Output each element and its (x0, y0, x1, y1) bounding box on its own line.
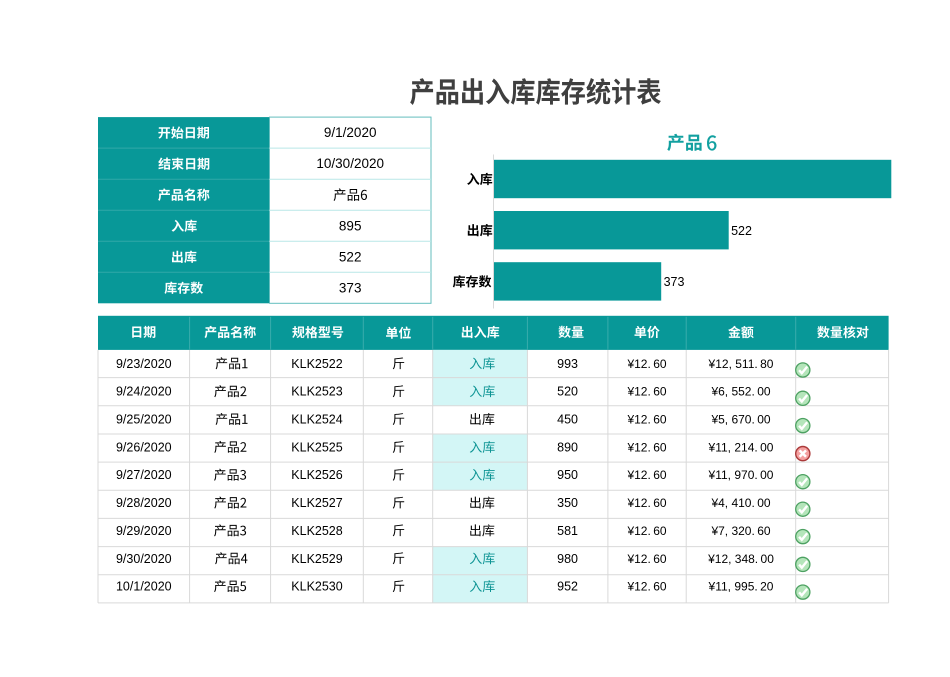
svg-text:9/27/2020: 9/27/2020 (116, 468, 172, 482)
svg-text:¥11, 995. 20: ¥11, 995. 20 (708, 580, 774, 594)
svg-text:9/25/2020: 9/25/2020 (116, 413, 172, 427)
svg-text:KLK2527: KLK2527 (291, 496, 342, 510)
svg-text:¥12. 60: ¥12. 60 (626, 580, 666, 594)
svg-text:895: 895 (339, 218, 362, 233)
svg-text:952: 952 (557, 580, 578, 594)
svg-text:KLK2528: KLK2528 (291, 524, 342, 538)
svg-text:581: 581 (557, 524, 578, 538)
svg-text:9/23/2020: 9/23/2020 (116, 357, 172, 371)
svg-text:¥12. 60: ¥12. 60 (626, 357, 666, 371)
svg-text:KLK2526: KLK2526 (291, 468, 342, 482)
svg-text:¥12. 60: ¥12. 60 (626, 524, 666, 538)
svg-text:10/30/2020: 10/30/2020 (316, 156, 384, 171)
svg-text:373: 373 (339, 280, 362, 295)
svg-text:9/28/2020: 9/28/2020 (116, 496, 172, 510)
svg-text:950: 950 (557, 468, 578, 482)
svg-text:993: 993 (557, 357, 578, 371)
svg-text:¥11, 214. 00: ¥11, 214. 00 (708, 440, 774, 454)
svg-text:522: 522 (731, 224, 752, 238)
svg-text:¥6, 552. 00: ¥6, 552. 00 (710, 385, 770, 399)
svg-text:350: 350 (557, 496, 578, 510)
svg-text:KLK2525: KLK2525 (291, 440, 342, 454)
svg-text:¥12. 60: ¥12. 60 (626, 552, 666, 566)
svg-text:¥12. 60: ¥12. 60 (626, 496, 666, 510)
svg-text:¥4, 410. 00: ¥4, 410. 00 (710, 496, 770, 510)
svg-text:9/30/2020: 9/30/2020 (116, 552, 172, 566)
svg-text:373: 373 (664, 275, 685, 289)
svg-text:¥12, 511. 80: ¥12, 511. 80 (708, 357, 774, 371)
svg-text:¥12. 60: ¥12. 60 (626, 440, 666, 454)
svg-text:10/1/2020: 10/1/2020 (116, 580, 172, 594)
svg-text:¥11, 970. 00: ¥11, 970. 00 (708, 468, 774, 482)
svg-text:520: 520 (557, 385, 578, 399)
svg-text:¥12. 60: ¥12. 60 (626, 468, 666, 482)
svg-text:¥12, 348. 00: ¥12, 348. 00 (707, 552, 774, 566)
svg-text:¥12. 60: ¥12. 60 (626, 385, 666, 399)
svg-text:KLK2524: KLK2524 (291, 413, 342, 427)
svg-text:9/1/2020: 9/1/2020 (324, 125, 377, 140)
svg-text:980: 980 (557, 552, 578, 566)
svg-text:¥12. 60: ¥12. 60 (626, 413, 666, 427)
svg-text:KLK2529: KLK2529 (291, 552, 342, 566)
svg-text:KLK2530: KLK2530 (291, 580, 342, 594)
svg-text:¥5, 670. 00: ¥5, 670. 00 (710, 413, 770, 427)
svg-text:9/26/2020: 9/26/2020 (116, 440, 172, 454)
svg-text:522: 522 (339, 249, 362, 264)
svg-text:KLK2522: KLK2522 (291, 357, 342, 371)
svg-text:¥7, 320. 60: ¥7, 320. 60 (710, 524, 770, 538)
svg-text:9/29/2020: 9/29/2020 (116, 524, 172, 538)
svg-text:KLK2523: KLK2523 (291, 385, 342, 399)
svg-text:890: 890 (557, 440, 578, 454)
svg-text:450: 450 (557, 413, 578, 427)
svg-text:9/24/2020: 9/24/2020 (116, 385, 172, 399)
